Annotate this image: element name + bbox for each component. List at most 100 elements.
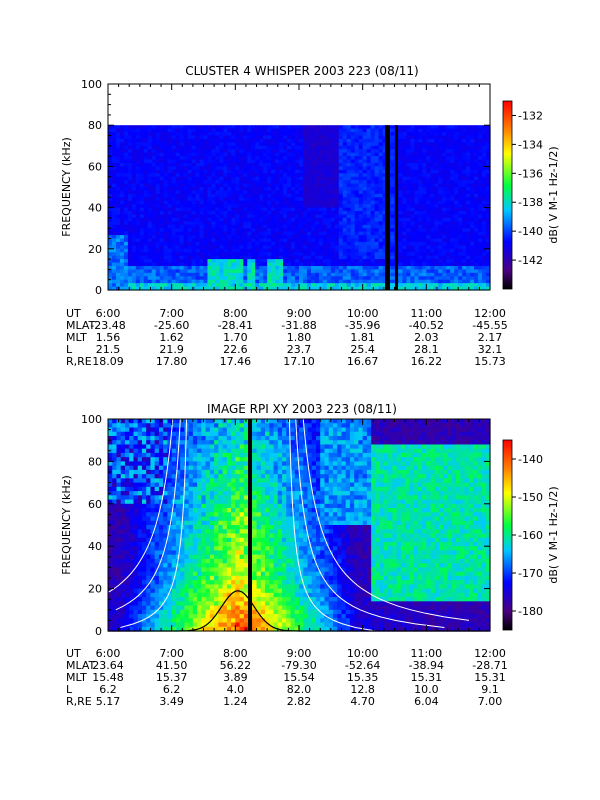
heatmap-cell [207,276,213,281]
heatmap-cell [458,193,463,198]
heatmap-cell [398,262,404,267]
heatmap-cell [199,169,205,174]
heatmap-cell [346,152,352,157]
heatmap-cell [175,255,181,260]
heatmap-cell [263,190,268,195]
heatmap-cell [267,248,272,253]
heatmap-cell [358,138,364,143]
heatmap-cell [390,138,396,143]
heatmap-cell [302,197,308,202]
heatmap-cell [462,183,467,188]
heatmap-cell [334,262,340,267]
heatmap-cell [414,276,419,281]
heatmap-cell [434,265,439,270]
heatmap-cell [310,231,316,236]
heatmap-cell [135,162,141,167]
heatmap-cell [119,241,125,246]
heatmap-cell [183,238,189,243]
heatmap-cell [446,162,451,167]
heatmap-cell [474,276,479,281]
heatmap-cell [155,138,161,143]
heatmap-cell [279,176,284,181]
heatmap-cell [326,248,332,253]
heatmap-cell [195,231,201,236]
heatmap-cell [120,448,126,454]
heatmap-cell [306,125,312,130]
heatmap-cell [108,149,113,154]
heatmap-cell [287,231,292,236]
heatmap-cell [187,231,193,236]
heatmap-cell [211,156,217,161]
heatmap-cell [211,272,217,277]
heatmap-cell [159,187,165,192]
heatmap-cell [287,128,292,133]
heatmap-cell [414,221,419,226]
heatmap-cell [120,609,126,615]
heatmap-cell [203,159,209,164]
heatmap-cell [115,183,121,188]
heatmap-cell [458,135,463,140]
heatmap-cell [295,231,300,236]
heatmap-cell [302,265,308,270]
heatmap-cell [207,156,213,161]
heatmap-cell [406,279,412,284]
heatmap-cell [199,138,205,143]
heatmap-cell [474,142,479,147]
heatmap-cell [187,183,193,188]
heatmap-cell [370,159,376,164]
heatmap-cell [135,224,141,229]
heatmap-cell [143,231,149,236]
heatmap-cell [306,183,312,188]
heatmap-cell [350,197,356,202]
heatmap-cell [302,142,308,147]
heatmap-cell [402,259,408,264]
heatmap-cell [354,132,360,137]
heatmap-cell [390,241,396,246]
heatmap-cell [171,217,177,222]
heatmap-cell [374,221,380,226]
heatmap-cell [223,180,228,185]
heatmap-cell [422,241,427,246]
heatmap-cell [350,159,356,164]
heatmap-cell [183,214,189,219]
heatmap-cell [215,204,221,209]
heatmap-cell [199,200,205,205]
ephemeris-value: -23.48 [90,319,125,332]
heatmap-cell [338,200,344,205]
heatmap-cell [322,128,328,133]
heatmap-cell [438,128,443,133]
heatmap-cell [163,248,169,253]
heatmap-cell [131,173,137,178]
heatmap-cell [390,231,396,236]
heatmap-cell [183,224,189,229]
heatmap-cell [187,176,193,181]
heatmap-cell [195,272,201,277]
heatmap-cell [183,193,189,198]
heatmap-cell [139,183,145,188]
heatmap-cell [139,231,145,236]
heatmap-cell [350,138,356,143]
heatmap-cell [191,169,197,174]
heatmap-cell [163,166,169,171]
heatmap-cell [346,248,352,253]
heatmap-cell [354,224,360,229]
heatmap-cell [442,211,447,216]
heatmap-cell [112,592,118,598]
heatmap-cell [422,193,427,198]
heatmap-cell [426,190,431,195]
heatmap-cell [135,145,141,150]
heatmap-cell [318,176,324,181]
heatmap-cell [430,224,435,229]
heatmap-cell [470,135,475,140]
heatmap-cell [338,283,344,288]
heatmap-cell [163,190,169,195]
heatmap-cell [414,152,419,157]
heatmap-cell [203,283,209,288]
heatmap-cell [195,228,201,233]
heatmap-cell [466,166,471,171]
heatmap-cell [171,156,177,161]
heatmap-cell [442,180,447,185]
heatmap-cell [151,265,157,270]
heatmap-cell [446,259,451,264]
heatmap-cell [179,228,185,233]
